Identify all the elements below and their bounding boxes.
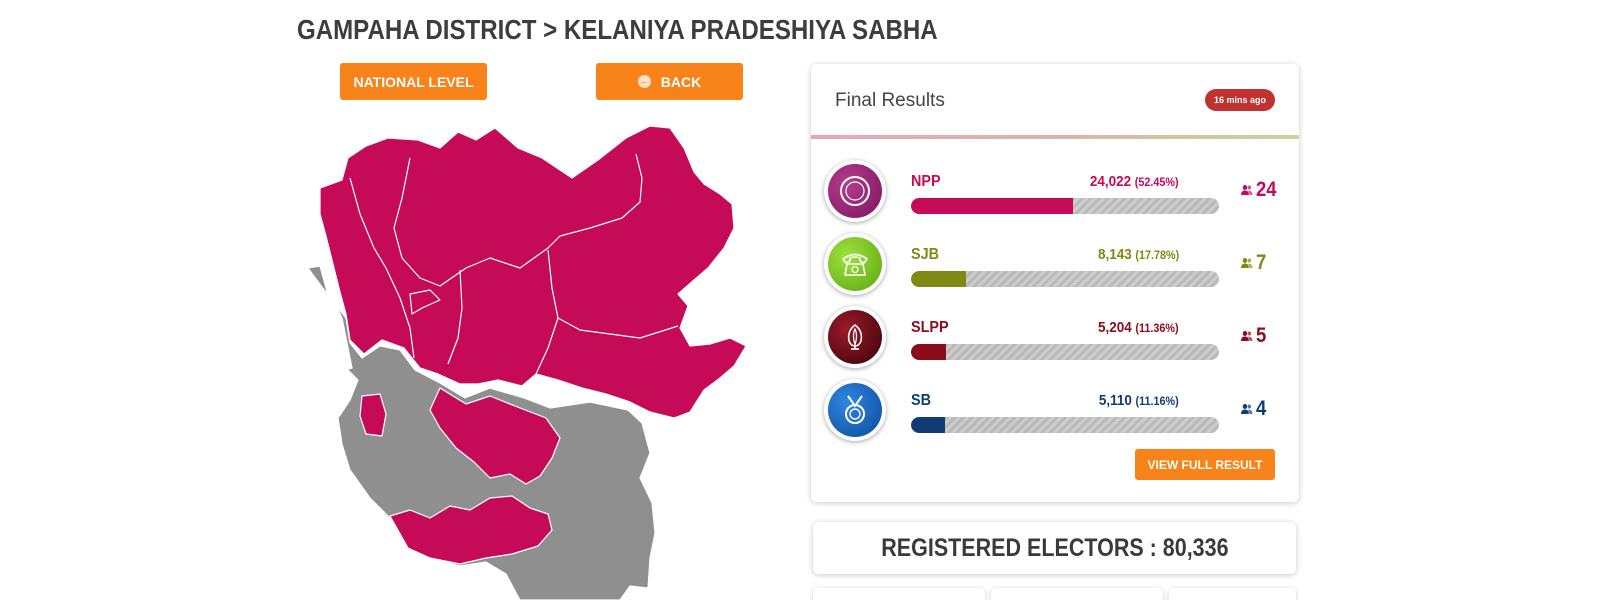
party-logo <box>824 160 886 222</box>
vote-bar-fill <box>911 271 966 287</box>
party-votes: 5,204 (11.36%) <box>1098 319 1179 336</box>
national-level-button[interactable]: NATIONAL LEVEL <box>340 63 487 100</box>
back-label: BACK <box>660 73 702 90</box>
map-lagoon <box>311 287 353 373</box>
users-icon <box>1241 331 1253 341</box>
map-region-north[interactable] <box>319 125 747 419</box>
stat-card <box>991 588 1163 600</box>
vote-count: 8,143 <box>1097 246 1132 263</box>
seat-count: 4 <box>1241 397 1266 421</box>
party-votes: 5,110 (11.16%) <box>1099 392 1179 409</box>
vote-bar-fill <box>911 344 946 360</box>
flower-bud-icon <box>847 323 863 350</box>
seat-value: 5 <box>1255 324 1267 347</box>
vote-bar-fill <box>911 198 1073 214</box>
vote-percent: (11.16%) <box>1135 394 1179 408</box>
national-level-label: NATIONAL LEVEL <box>353 73 474 90</box>
vote-percent: (17.78%) <box>1135 248 1179 262</box>
telephone-icon <box>841 253 869 276</box>
back-button[interactable]: ← BACK <box>596 63 743 100</box>
users-icon <box>1241 404 1253 414</box>
results-card-header: Final Results 16 mins ago <box>811 64 1299 135</box>
seat-count: 24 <box>1241 178 1277 202</box>
results-title: Final Results <box>835 90 945 111</box>
header-divider <box>811 135 1299 139</box>
party-votes: 8,143 (17.78%) <box>1098 246 1179 263</box>
seat-count: 7 <box>1241 251 1266 275</box>
party-logo <box>824 306 886 368</box>
map-region-central[interactable] <box>429 387 561 485</box>
map-region-south[interactable] <box>389 495 553 565</box>
vote-count: 5,110 <box>1099 392 1133 409</box>
seat-value: 4 <box>1255 397 1267 420</box>
party-name: SB <box>911 392 932 409</box>
party-name: SJB <box>911 246 940 263</box>
party-row-slpp[interactable]: SLPP 5,204 (11.36%) 5 <box>824 306 1284 370</box>
party-row-sjb[interactable]: SJB 8,143 (17.78%) 7 <box>824 233 1284 297</box>
vote-percent: (52.45%) <box>1135 175 1179 189</box>
party-logo <box>824 379 886 441</box>
party-row-sb[interactable]: SB 5,110 (11.16%) 4 <box>824 379 1284 443</box>
seat-value: 7 <box>1255 251 1267 274</box>
updated-badge: 16 mins ago <box>1204 89 1275 111</box>
party-logo <box>824 233 886 295</box>
seat-count: 5 <box>1241 324 1266 348</box>
users-icon <box>1241 185 1253 195</box>
page-title: GAMPAHA DISTRICT > KELANIYA PRADESHIYA S… <box>297 14 938 45</box>
division-map <box>290 118 765 600</box>
back-arrow-icon: ← <box>637 75 651 88</box>
vote-count: 24,022 <box>1090 173 1132 190</box>
vote-percent: (11.36%) <box>1135 321 1179 335</box>
party-row-npp[interactable]: NPP 24,022 (52.45%) 24 <box>824 160 1284 224</box>
stat-card <box>1169 588 1296 600</box>
vote-count: 5,204 <box>1098 319 1133 336</box>
users-icon <box>1241 258 1253 268</box>
registered-electors-card: REGISTERED ELECTORS : 80,336 <box>813 522 1296 574</box>
vote-bar <box>911 198 1219 214</box>
compass-icon <box>840 176 870 206</box>
vote-bar <box>911 271 1219 287</box>
vote-bar <box>911 417 1219 433</box>
vote-bar-fill <box>911 417 946 433</box>
seat-value: 24 <box>1255 178 1277 201</box>
party-name: NPP <box>911 173 941 190</box>
map-region-west-small[interactable] <box>359 393 387 437</box>
registered-electors-text: REGISTERED ELECTORS : 80,336 <box>880 533 1229 562</box>
view-full-result-button[interactable]: VIEW FULL RESULT <box>1135 449 1275 480</box>
division-map-svg <box>307 125 747 600</box>
party-name: SLPP <box>911 319 949 336</box>
final-results-card: Final Results 16 mins ago NPP 24,022 (52.… <box>811 64 1299 502</box>
stat-card <box>813 588 985 600</box>
party-votes: 24,022 (52.45%) <box>1090 173 1179 190</box>
medal-icon <box>845 395 865 424</box>
vote-bar <box>911 344 1219 360</box>
